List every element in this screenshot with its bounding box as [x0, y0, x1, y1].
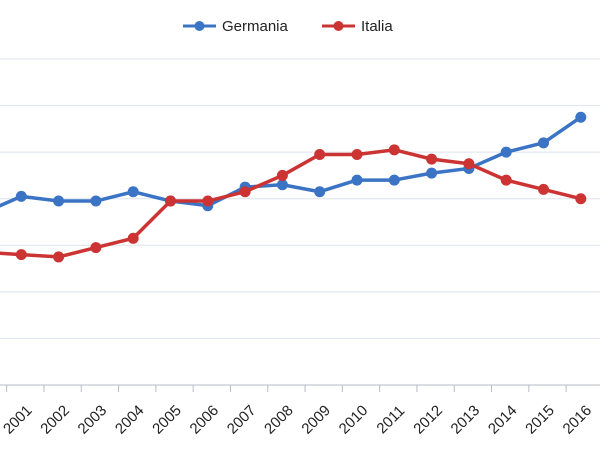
data-point-germania[interactable] [575, 111, 587, 123]
x-tick-label: 2004 [112, 402, 148, 438]
data-point-italia[interactable] [388, 144, 400, 156]
data-point-italia[interactable] [538, 183, 549, 195]
x-tick-label: 2011 [373, 402, 408, 437]
series-italia [0, 144, 587, 263]
x-tick-label: 2001 [0, 402, 36, 438]
x-tick-label: 2013 [448, 402, 484, 438]
x-tick-label: 2003 [75, 402, 111, 438]
data-point-italia[interactable] [500, 174, 512, 186]
data-point-germania[interactable] [351, 174, 363, 186]
legend-marker-germania [194, 21, 205, 31]
data-point-italia[interactable] [127, 232, 139, 244]
x-tick-label: 2008 [261, 402, 297, 438]
data-point-italia[interactable] [463, 158, 475, 170]
x-axis: 2001 2002 2003 2004 2005 2006 2007 2008 2009 2010… [0, 384, 600, 438]
grid [0, 58, 600, 339]
data-point-italia[interactable] [239, 186, 251, 198]
data-point-germania[interactable] [90, 195, 102, 207]
legend-label-germania: Germania [222, 18, 289, 35]
legend-marker-italia [333, 21, 344, 31]
data-point-italia[interactable] [351, 148, 363, 160]
x-tick-label: 2002 [37, 402, 73, 438]
data-point-germania[interactable] [53, 195, 65, 207]
data-point-italia[interactable] [202, 195, 214, 207]
x-tick-label: 2015 [522, 402, 558, 438]
x-tick-label: 2005 [149, 402, 185, 438]
data-point-italia[interactable] [165, 195, 176, 207]
data-point-italia[interactable] [276, 169, 288, 181]
legend-label-italia: Italia [361, 18, 393, 35]
series-germania [0, 111, 587, 212]
x-tick-label: 2010 [336, 402, 372, 438]
data-point-germania[interactable] [426, 167, 438, 179]
data-point-germania[interactable] [276, 179, 288, 191]
data-point-germania[interactable] [538, 137, 549, 149]
legend-item-germania[interactable]: Germania [183, 18, 289, 35]
data-point-italia[interactable] [575, 193, 587, 205]
data-point-italia[interactable] [314, 148, 326, 160]
x-tick-label: 2012 [410, 402, 446, 438]
data-point-germania[interactable] [500, 146, 512, 158]
x-tick-label: 2009 [298, 402, 334, 438]
data-point-italia[interactable] [15, 249, 27, 261]
data-point-italia[interactable] [90, 242, 102, 254]
data-point-germania[interactable] [15, 190, 27, 202]
data-point-germania[interactable] [127, 186, 139, 198]
x-tick-label: 2014 [485, 402, 521, 438]
data-point-germania[interactable] [388, 174, 400, 186]
x-tick-label: 2006 [187, 402, 223, 438]
x-tick-label: 2016 [560, 402, 596, 438]
data-point-germania[interactable] [314, 186, 326, 198]
data-point-italia[interactable] [426, 153, 438, 165]
x-tick-label: 2007 [224, 402, 260, 438]
series-line-italia [0, 148, 583, 259]
data-point-italia[interactable] [53, 251, 65, 263]
series-layer [0, 111, 587, 263]
legend: Germania Italia [183, 18, 393, 35]
legend-item-italia[interactable]: Italia [322, 18, 393, 35]
